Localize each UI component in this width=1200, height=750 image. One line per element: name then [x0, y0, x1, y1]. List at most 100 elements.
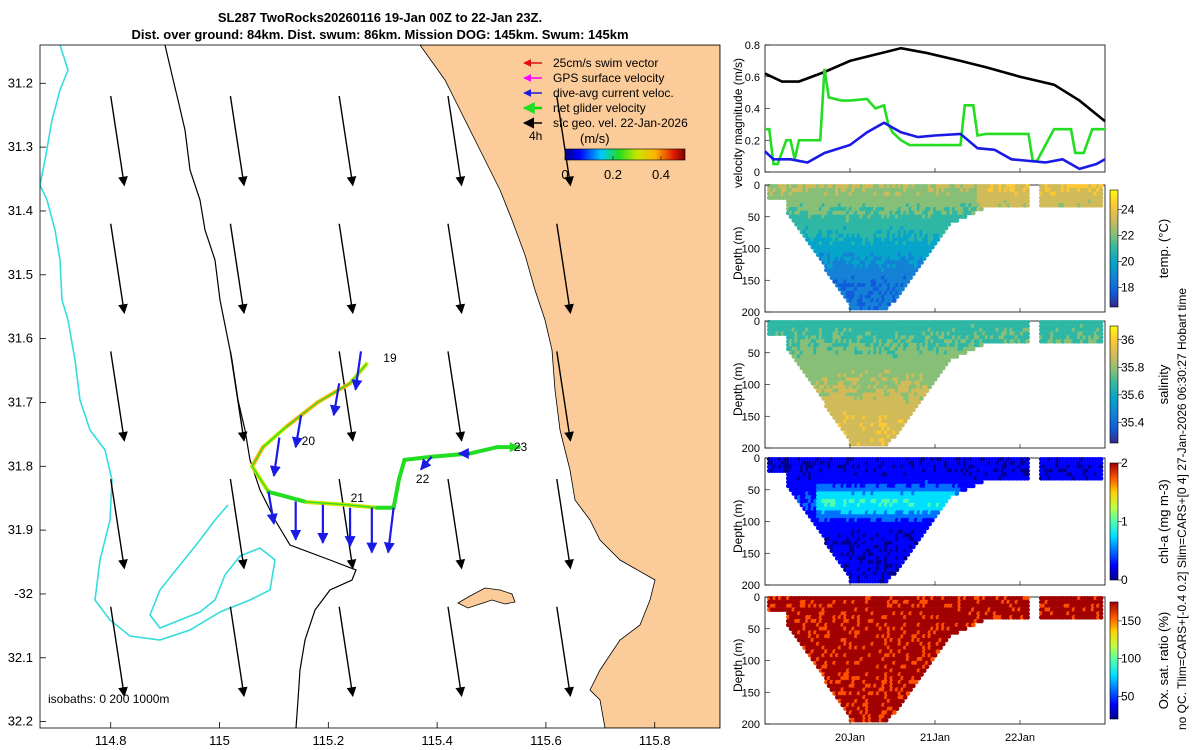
day-label: 20	[302, 434, 316, 448]
velocity-series-line	[764, 46, 1106, 123]
map-xtick-label: 115.2	[313, 733, 345, 748]
section-dot	[924, 252, 930, 258]
geo-velocity-arrow	[110, 95, 128, 187]
section-dot	[1098, 203, 1104, 208]
section-dot	[1098, 183, 1104, 189]
section-dot	[941, 365, 946, 371]
map-ytick-label: 31.5	[8, 267, 33, 282]
day-label: 21	[351, 491, 365, 505]
section-dot	[1098, 199, 1104, 204]
dive-avg-current-arrow	[330, 383, 341, 417]
section-dot	[921, 256, 927, 261]
section-dot	[905, 415, 911, 420]
section-dot	[1098, 187, 1104, 193]
colorbar-tick-label: 35.6	[1121, 388, 1145, 402]
section-ytick-label: 0	[754, 316, 760, 328]
section-dot	[941, 229, 946, 235]
colorbar-tick-label: 0.2	[604, 167, 622, 182]
section-dot	[908, 548, 913, 554]
day-label: 19	[383, 351, 397, 365]
colorbar-tick-label: 18	[1121, 281, 1135, 295]
section-dot	[897, 426, 903, 432]
dive-avg-current-arrow	[266, 491, 278, 525]
section-dot	[883, 578, 889, 584]
section-dot	[908, 275, 913, 281]
section-dot	[886, 438, 892, 443]
section-dot	[919, 260, 924, 265]
geo-velocity-arrow	[338, 606, 357, 698]
dive-avg-current-arrow	[383, 507, 395, 554]
map-ytick-label: 31.7	[8, 394, 33, 409]
section-dot	[908, 411, 913, 417]
section-dot	[897, 563, 903, 569]
section-dot	[938, 369, 943, 375]
geo-velocity-arrow	[556, 351, 574, 442]
geo-velocity-arrow	[110, 606, 128, 698]
section-dot	[921, 392, 927, 397]
section-dot	[927, 384, 933, 390]
section-dot	[930, 244, 935, 250]
section-dots	[766, 183, 1104, 311]
scale-label: 4h	[529, 129, 542, 143]
velocity-ytick-label: 0.4	[745, 104, 760, 116]
colorbar-tick-label: 35.4	[1121, 415, 1145, 429]
colorbar-tick-label: 0	[561, 167, 568, 182]
section-dot	[916, 399, 922, 405]
section-dot	[962, 214, 968, 220]
section-dot	[1098, 191, 1104, 197]
day-label: 22	[416, 472, 430, 486]
geo-velocity-arrow	[447, 606, 466, 698]
geo-velocity-arrow	[110, 351, 128, 442]
geo-velocity-arrow	[229, 223, 248, 315]
geo-velocity-arrow	[110, 223, 128, 315]
colorbar-tick-label: 20	[1121, 255, 1135, 269]
section-dot	[900, 286, 905, 292]
geo-velocity-arrow	[447, 95, 466, 187]
section-dot	[883, 305, 889, 311]
net-glider-track	[251, 363, 519, 509]
legend-label: 25cm/s swim vector	[553, 56, 658, 70]
section-dot	[946, 358, 952, 363]
map-ytick-label: 31.9	[8, 522, 33, 537]
section-dot	[935, 373, 941, 378]
section-dot	[892, 434, 897, 439]
map-xtick-label: 115	[209, 733, 230, 748]
section-colorbar	[1109, 189, 1119, 308]
section-dot	[897, 290, 903, 296]
map-ytick-label: 32.2	[8, 714, 33, 729]
section-dot	[970, 210, 976, 216]
legend-label: dive-avg current veloc.	[553, 86, 674, 100]
section-dot	[930, 380, 935, 386]
map-xtick-label: 115.8	[639, 733, 671, 748]
section-dot	[913, 403, 919, 409]
section-dot	[894, 294, 900, 300]
legend-label: sfc geo. vel. 22-Jan-2026	[553, 116, 688, 130]
island	[457, 587, 516, 609]
section-ylabel: Depth (m)	[731, 227, 745, 280]
section-dot	[943, 225, 949, 231]
section-dot	[1025, 183, 1030, 189]
map-ytick-label: 32.1	[8, 650, 33, 665]
velocity-ytick-label: 0.2	[745, 135, 760, 147]
section-dot	[954, 354, 960, 359]
colorbar-tick-label: 35.8	[1121, 360, 1145, 374]
section-dot	[932, 241, 938, 246]
section-dot	[970, 346, 976, 352]
colorbar-tick-label: 0.4	[652, 167, 670, 182]
section-dot	[954, 218, 960, 223]
colorbar-tick-label: 22	[1121, 229, 1135, 243]
legend-label: GPS surface velocity	[553, 71, 664, 85]
section-dot	[916, 263, 922, 269]
section-ytick-label: 50	[748, 348, 760, 360]
section-dot	[900, 422, 905, 428]
section-dot	[905, 279, 911, 284]
section-dot	[935, 237, 941, 242]
section-ytick-label: 100	[742, 244, 760, 256]
geo-velocity-arrow	[110, 478, 128, 570]
section-dot	[1025, 191, 1030, 197]
figure-title-line2: Dist. over ground: 84km. Dist. swum: 86k…	[131, 27, 629, 42]
dive-avg-current-arrow	[351, 351, 363, 391]
